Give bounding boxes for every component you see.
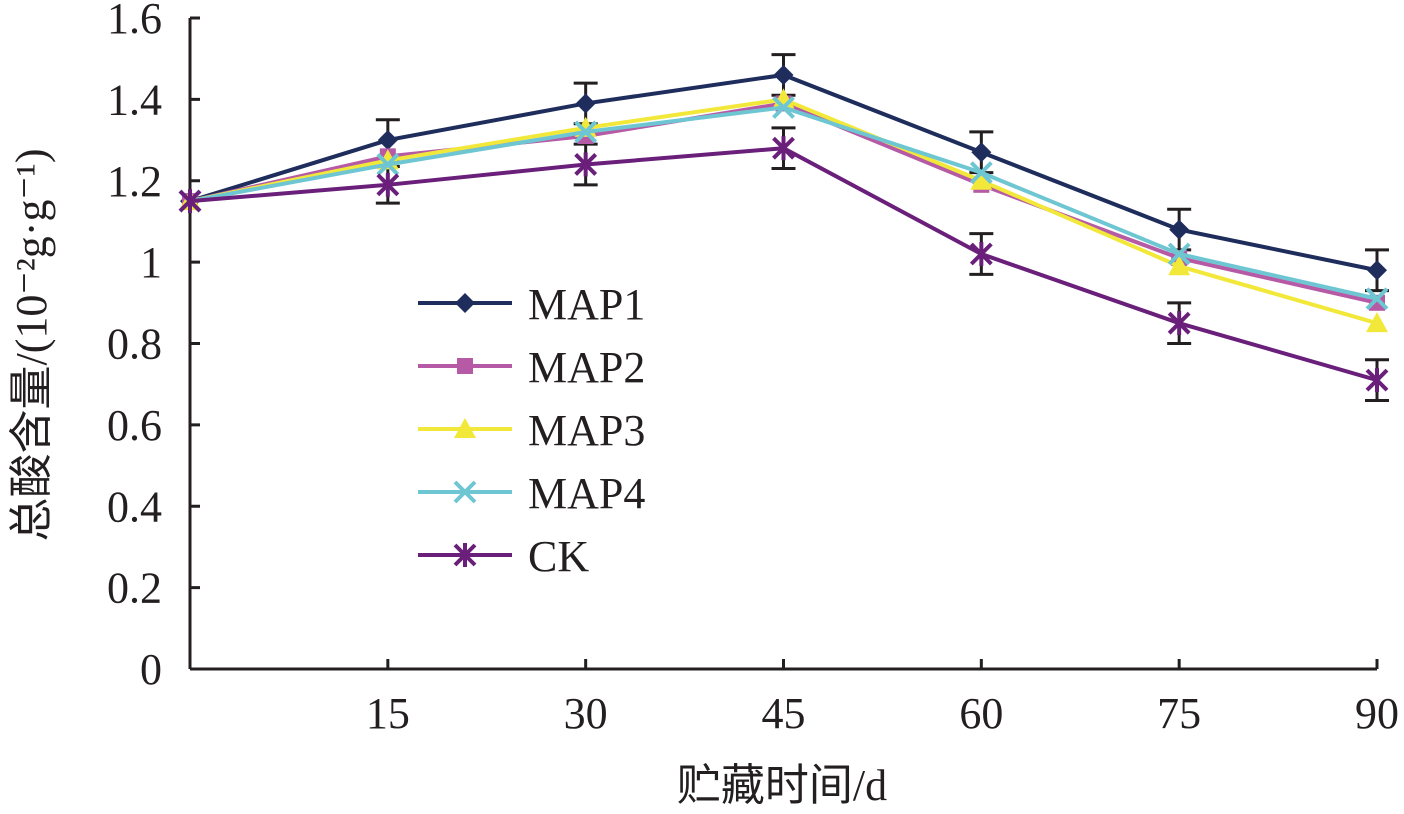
data-point xyxy=(574,120,598,144)
y-tick-label: 0.6 xyxy=(107,401,162,450)
legend-item-map1: MAP1 xyxy=(418,280,645,329)
data-point xyxy=(1367,260,1387,281)
x-tick-label: 15 xyxy=(366,689,410,738)
data-point xyxy=(377,130,398,151)
legend-item-map4: MAP4 xyxy=(418,469,645,518)
y-tick-label: 0.8 xyxy=(107,320,162,369)
legend-item-map3: MAP3 xyxy=(418,406,645,455)
data-point xyxy=(1167,242,1191,266)
data-point xyxy=(455,293,475,313)
legend: MAP1 MAP2 MAP3 MAP4 CK xyxy=(418,280,645,581)
data-point xyxy=(178,189,202,214)
y-tick-label: 0.4 xyxy=(107,482,162,531)
legend-label: MAP4 xyxy=(528,469,645,518)
data-point xyxy=(454,418,476,438)
y-tick-label: 1.2 xyxy=(107,157,162,206)
data-point xyxy=(376,172,400,197)
data-point xyxy=(574,152,598,177)
y-tick-label: 0 xyxy=(140,645,162,694)
x-tick-label: 60 xyxy=(959,689,1003,738)
x-tick-label: 75 xyxy=(1157,689,1201,738)
data-point xyxy=(969,241,993,266)
data-point xyxy=(376,153,400,176)
data-point xyxy=(1365,287,1389,311)
x-tick-label: 45 xyxy=(762,689,806,738)
data-point xyxy=(575,93,596,114)
legend-item-map2: MAP2 xyxy=(418,343,645,392)
data-point xyxy=(1168,255,1191,276)
series-map4 xyxy=(178,96,1389,311)
data-point xyxy=(772,136,795,161)
axes: 0 0.2 0.4 0.6 0.8 1 1.2 1.4 1.6 15 30 45 60 75 90 xyxy=(107,0,1399,738)
y-tick-label: 0.2 xyxy=(107,564,162,613)
y-tick-label: 1.6 xyxy=(107,0,162,43)
data-point xyxy=(453,543,477,567)
legend-label: CK xyxy=(528,532,589,581)
legend-label: MAP2 xyxy=(528,343,645,392)
legend-label: MAP3 xyxy=(528,406,645,455)
legend-label: MAP1 xyxy=(528,280,645,329)
data-point xyxy=(1365,368,1389,393)
y-axis-title: 总酸含量/(10⁻²g·g⁻¹) xyxy=(7,148,56,541)
series-map3 xyxy=(179,88,1388,333)
legend-item-ck: CK xyxy=(418,532,589,581)
x-tick-label: 30 xyxy=(564,689,608,738)
data-point xyxy=(457,358,473,374)
series-ck xyxy=(178,136,1389,393)
data-point xyxy=(970,169,993,190)
series-lines xyxy=(178,64,1389,393)
data-point xyxy=(773,64,794,85)
data-point xyxy=(1167,311,1191,336)
data-point xyxy=(1366,312,1388,333)
y-tick-label: 1 xyxy=(140,238,162,287)
x-tick-label: 90 xyxy=(1355,689,1399,738)
data-point xyxy=(971,142,992,163)
data-point xyxy=(453,480,477,504)
y-tick-label: 1.4 xyxy=(107,75,162,124)
x-axis-title: 贮藏时间/d xyxy=(677,761,887,809)
error-bars xyxy=(375,53,1389,402)
data-point xyxy=(772,96,795,119)
data-point xyxy=(969,161,993,185)
data-point xyxy=(1169,219,1190,240)
